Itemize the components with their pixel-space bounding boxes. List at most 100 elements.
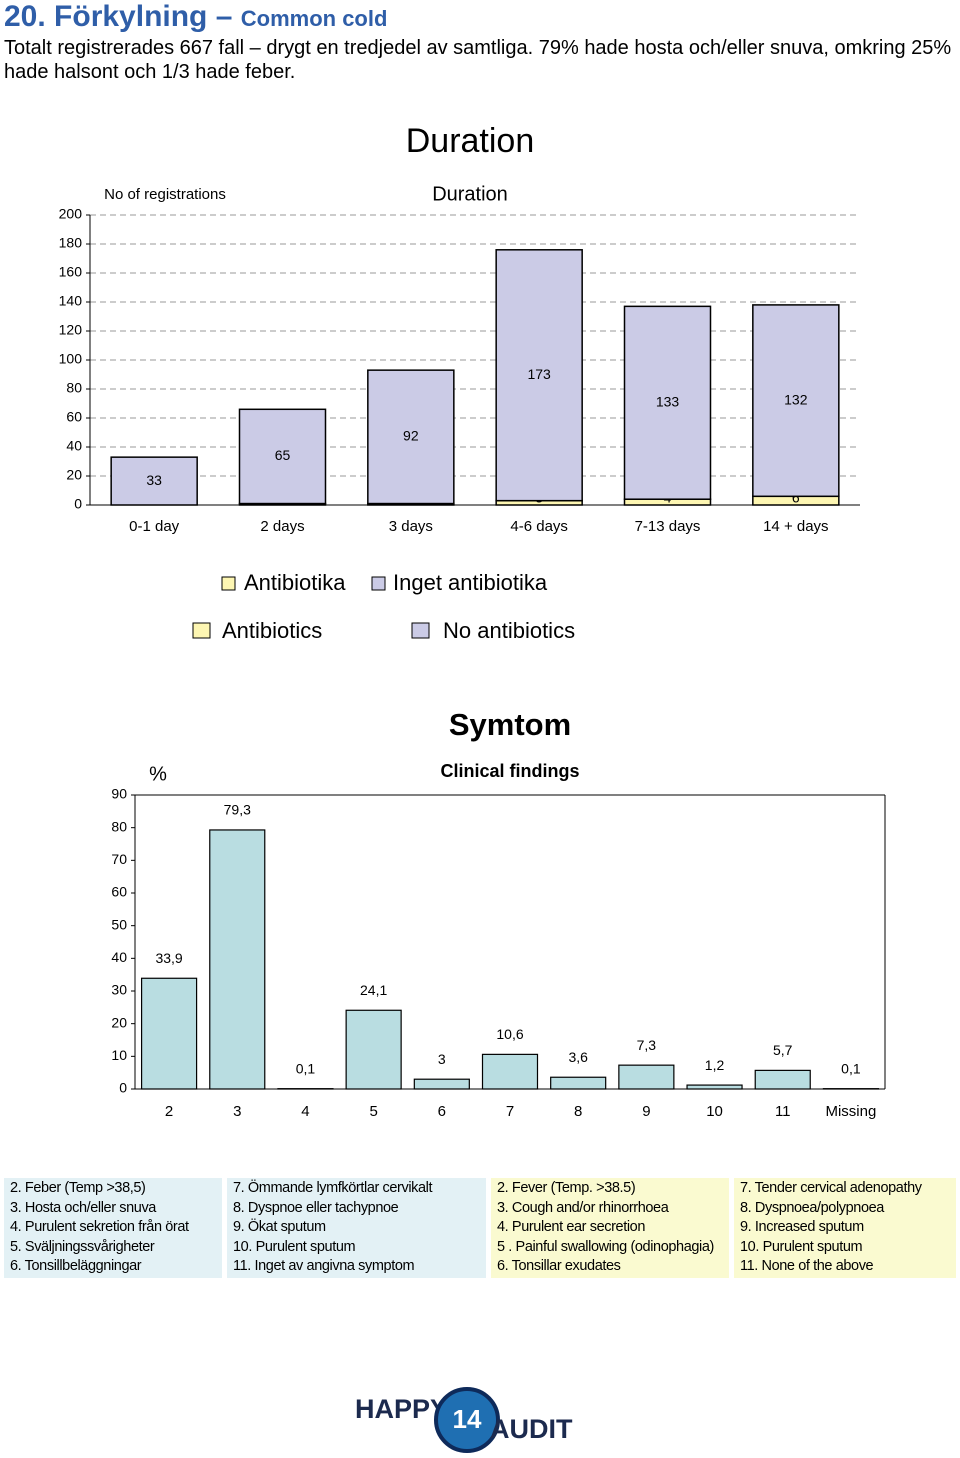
y-tick-label: 80 bbox=[66, 380, 82, 396]
legend-swatch bbox=[192, 622, 211, 639]
data-label: 92 bbox=[403, 428, 419, 444]
x-tick-label: 11 bbox=[775, 1103, 791, 1120]
y-tick-label: 180 bbox=[59, 235, 83, 251]
data-label: 33,9 bbox=[155, 950, 182, 966]
y-tick-label: 200 bbox=[59, 206, 83, 222]
table-cell: 2. Fever (Temp. >38.5) bbox=[497, 1180, 636, 1196]
data-label: 24,1 bbox=[360, 982, 387, 998]
x-tick-label: 5 bbox=[369, 1103, 377, 1120]
data-label: 3 bbox=[438, 1051, 446, 1067]
data-label: 0,1 bbox=[296, 1060, 316, 1076]
table-cell: 8. Dyspnoe eller tachypnoe bbox=[233, 1199, 399, 1216]
logo-text: HAPPY bbox=[355, 1394, 448, 1424]
chart: Duration Duration No of registrations 0 20 40… bbox=[59, 122, 860, 643]
bar-segment bbox=[752, 304, 840, 498]
data-label: 65 bbox=[275, 447, 291, 463]
bar-segment bbox=[623, 305, 712, 500]
x-tick-label: 2 bbox=[165, 1103, 173, 1120]
bar bbox=[550, 1076, 607, 1090]
bar bbox=[345, 1009, 402, 1090]
bar-segment bbox=[367, 369, 455, 505]
logo-text: AUDIT bbox=[490, 1414, 573, 1444]
table-column: 7. Ömmande lymfkörtlar cervikalt 8. Dyspn… bbox=[227, 1178, 486, 1278]
y-tick-label: 40 bbox=[66, 438, 82, 454]
table-cell: 7. Tender cervical adenopathy bbox=[740, 1180, 922, 1196]
x-tick-label: 14 + days bbox=[763, 518, 828, 535]
legend-label: No antibiotics bbox=[443, 618, 575, 643]
data-label: 7,3 bbox=[637, 1037, 657, 1053]
logo: HAPPY 14 AUDIT bbox=[355, 1387, 573, 1453]
x-tick-label: Missing bbox=[825, 1103, 876, 1120]
data-label: 3,6 bbox=[568, 1049, 588, 1065]
legend-label: Inget antibiotika bbox=[393, 570, 548, 595]
intro-text: Totalt registrerades 667 fall – drygt en… bbox=[4, 37, 952, 83]
table-cell: 5 . Painful swallowing (odinophagia) bbox=[497, 1238, 714, 1255]
bar-segment bbox=[238, 408, 327, 505]
x-tick-label: 4 bbox=[301, 1103, 309, 1120]
table-column: 2. Feber (Temp >38,5) 3. Hosta och/eller … bbox=[4, 1178, 222, 1278]
data-label: 133 bbox=[656, 393, 680, 409]
bar bbox=[209, 829, 266, 1090]
logo-circle bbox=[434, 1387, 500, 1453]
legend-label: Antibiotics bbox=[222, 618, 322, 643]
y-tick-label: 0 bbox=[119, 1080, 127, 1096]
title: 20. Förkylning – bbox=[4, 0, 233, 33]
y-axis-label: % bbox=[149, 763, 167, 785]
x-tick-label: 4-6 days bbox=[510, 518, 568, 535]
x-tick-label: 3 bbox=[233, 1103, 241, 1120]
logo-number: 14 bbox=[453, 1404, 482, 1434]
y-tick-label: 20 bbox=[66, 467, 82, 483]
legend-swatch bbox=[411, 622, 430, 639]
legend-label: Antibiotika bbox=[244, 570, 346, 595]
table-cell: 4. Purulent sekretion från örat bbox=[10, 1219, 189, 1236]
y-tick-label: 20 bbox=[111, 1014, 127, 1030]
table-cell: 3. Cough and/or rhinorrhoea bbox=[497, 1199, 669, 1216]
chart-subtitle: Clinical findings bbox=[440, 761, 579, 781]
data-label: 1,2 bbox=[705, 1057, 725, 1073]
bar bbox=[686, 1084, 743, 1090]
y-tick-label: 100 bbox=[59, 351, 83, 367]
y-axis-label: No of registrations bbox=[104, 186, 226, 203]
table-cell: 5. Sväljningssvårigheter bbox=[10, 1238, 155, 1255]
y-tick-label: 80 bbox=[111, 818, 127, 834]
x-tick-label: 2 days bbox=[260, 518, 304, 535]
subtitle: Common cold bbox=[240, 6, 388, 31]
table-cell: 6. Tonsillbeläggningar bbox=[10, 1258, 142, 1275]
y-tick-label: 40 bbox=[111, 949, 127, 965]
chart-title: Duration bbox=[406, 122, 535, 160]
data-label: 6 bbox=[792, 490, 800, 506]
data-label: 132 bbox=[784, 391, 808, 407]
heading: 20. Förkylning – Common cold bbox=[4, 0, 956, 36]
table-cell: 11. Inget av angivna symptom bbox=[233, 1258, 415, 1275]
table-column: 7. Tender cervical adenopathy 8. Dyspnoea… bbox=[734, 1178, 956, 1278]
table-cell: 3. Hosta och/eller snuva bbox=[10, 1199, 156, 1216]
table-cell: 4. Purulent ear secretion bbox=[497, 1219, 645, 1236]
y-tick-label: 70 bbox=[111, 851, 127, 867]
y-tick-label: 120 bbox=[59, 322, 83, 338]
chart-title: Symtom bbox=[449, 707, 571, 742]
x-tick-label: 9 bbox=[642, 1103, 650, 1120]
bar bbox=[754, 1069, 811, 1090]
bar bbox=[481, 1053, 539, 1090]
x-tick-label: 6 bbox=[438, 1103, 446, 1120]
data-label: 79,3 bbox=[224, 802, 251, 818]
legend-swatch bbox=[221, 576, 236, 591]
x-tick-label: 7 bbox=[506, 1103, 514, 1120]
table-column: 2. Fever (Temp. >38.5) 3. Cough and/or rh… bbox=[491, 1178, 729, 1278]
x-tick-label: 8 bbox=[574, 1103, 582, 1120]
y-tick-label: 50 bbox=[111, 916, 127, 932]
chart: Symtom Clinical findings% 0 10 20 30 40 50 60 70 8… bbox=[111, 707, 886, 1120]
y-tick-label: 60 bbox=[111, 884, 127, 900]
y-tick-label: 30 bbox=[111, 982, 127, 998]
x-tick-label: 10 bbox=[706, 1103, 723, 1120]
y-tick-label: 0 bbox=[74, 496, 82, 512]
table-cell: 7. Ömmande lymfkörtlar cervikalt bbox=[233, 1180, 433, 1196]
bar bbox=[140, 977, 198, 1090]
findings-table: 2. Feber (Temp >38,5) 3. Hosta och/eller … bbox=[4, 1178, 957, 1278]
y-tick-label: 160 bbox=[59, 264, 83, 280]
x-tick-label: 7-13 days bbox=[635, 518, 701, 535]
bar-segment bbox=[495, 249, 583, 502]
y-tick-label: 90 bbox=[111, 786, 127, 802]
